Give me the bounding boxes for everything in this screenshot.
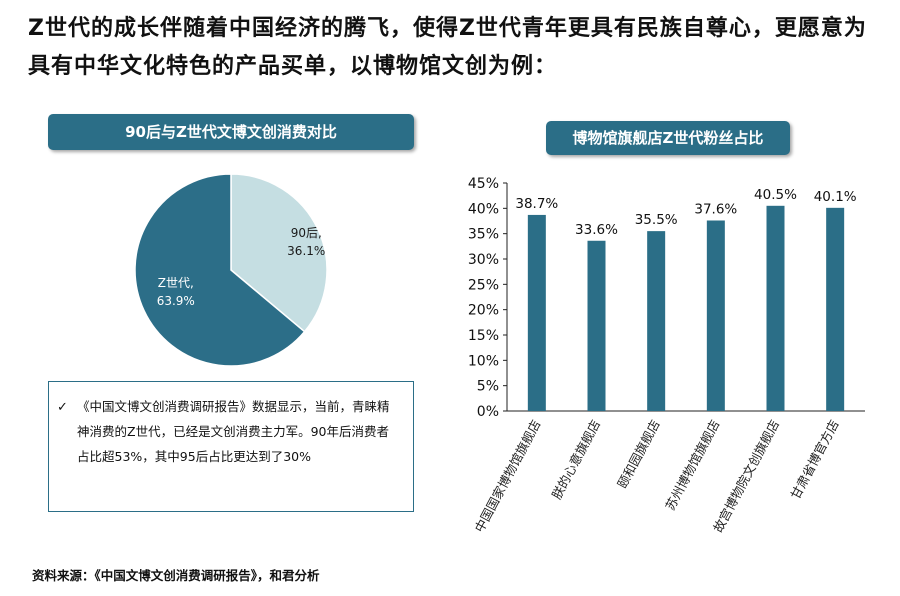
- x-category-label: 甘肃省博官方店: [787, 417, 841, 501]
- y-tick-label: 40%: [468, 201, 499, 217]
- y-tick-label: 15%: [468, 328, 499, 344]
- bar-value-label: 40.1%: [814, 189, 857, 205]
- source-note: 资料来源：《中国文博文创消费调研报告》，和君分析: [32, 568, 320, 583]
- pie-slice-1: [230, 173, 328, 333]
- bar-value-label: 38.7%: [515, 196, 558, 212]
- y-tick-label: 30%: [468, 252, 499, 268]
- note-text: 《中国文博文创消费调研报告》数据显示，当前，青睐精神消费的Z世代，已经是文创消费…: [77, 399, 390, 464]
- x-category-label: 颐和园旗舰店: [614, 417, 662, 490]
- bar-value-label: 40.5%: [754, 187, 797, 203]
- bar-value-label: 37.6%: [694, 201, 737, 217]
- bar-2: [587, 240, 606, 411]
- bar-value-label: 33.6%: [575, 222, 618, 238]
- bar-3: [647, 231, 666, 411]
- pie-slice-value: 36.1%: [287, 244, 325, 258]
- pie-slice-label: Z世代,: [158, 276, 194, 290]
- headline: Z世代的成长伴随着中国经济的腾飞，使得Z世代青年更具有民族自尊心，更愿意为具有中…: [28, 16, 867, 79]
- y-tick-label: 5%: [477, 379, 499, 395]
- y-tick-label: 45%: [468, 176, 499, 192]
- y-tick-label: 20%: [468, 303, 499, 319]
- x-category-label: 苏州博物馆旗舰店: [662, 417, 722, 512]
- y-tick-label: 10%: [468, 353, 499, 369]
- bar-chart-title: 博物馆旗舰店Z世代粉丝占比: [546, 121, 790, 155]
- pie-chart-title: 90后与Z世代文博文创消费对比: [48, 114, 414, 150]
- pie-slice-value: 63.9%: [157, 294, 195, 308]
- note-box: ✓ 《中国文博文创消费调研报告》数据显示，当前，青睐精神消费的Z世代，已经是文创…: [48, 381, 414, 512]
- x-category-label: 中国国家博物馆旗舰店: [472, 417, 544, 534]
- x-category-label: 朕的心意旗舰店: [549, 417, 603, 501]
- pie-slice-2: [134, 173, 306, 367]
- y-tick-label: 35%: [468, 227, 499, 243]
- y-tick-label: 0%: [477, 404, 499, 420]
- bar-4: [706, 220, 725, 411]
- x-category-label: 故宫博物院文创旗舰店: [710, 417, 782, 534]
- bar-6: [826, 207, 845, 411]
- bar-1: [527, 214, 546, 411]
- y-tick-label: 25%: [468, 277, 499, 293]
- pie-slice-label: 90后,: [291, 226, 322, 240]
- checkmark-icon: ✓: [57, 400, 68, 415]
- bar-value-label: 35.5%: [635, 212, 678, 228]
- bar-5: [766, 205, 785, 411]
